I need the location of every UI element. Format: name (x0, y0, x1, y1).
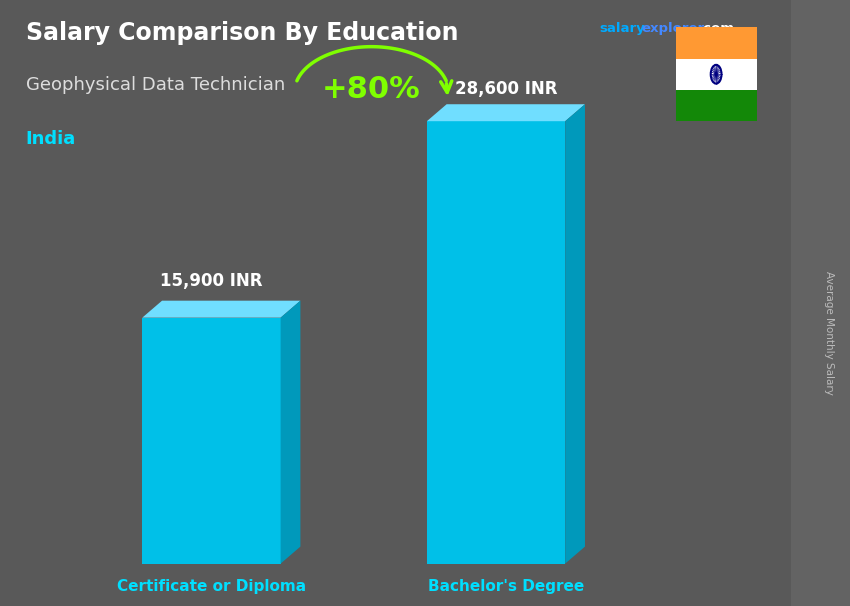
Text: Certificate or Diploma: Certificate or Diploma (117, 579, 306, 594)
Text: Geophysical Data Technician: Geophysical Data Technician (26, 76, 285, 94)
Text: +80%: +80% (322, 75, 421, 104)
Bar (676, 59, 756, 90)
Polygon shape (565, 104, 585, 564)
Bar (676, 27, 756, 59)
Text: Bachelor's Degree: Bachelor's Degree (428, 579, 584, 594)
Circle shape (715, 73, 717, 76)
Text: Average Monthly Salary: Average Monthly Salary (824, 271, 834, 395)
Polygon shape (142, 301, 300, 318)
Text: explorer: explorer (641, 22, 704, 35)
Bar (427, 121, 565, 564)
Bar (676, 90, 756, 121)
Text: .com: .com (699, 22, 734, 35)
Text: 28,600 INR: 28,600 INR (455, 80, 557, 98)
Polygon shape (280, 301, 300, 564)
Text: salary: salary (599, 22, 645, 35)
Text: India: India (26, 130, 76, 148)
Text: Salary Comparison By Education: Salary Comparison By Education (26, 21, 458, 45)
Text: 15,900 INR: 15,900 INR (160, 272, 263, 290)
Polygon shape (427, 104, 585, 121)
Bar (142, 318, 280, 564)
